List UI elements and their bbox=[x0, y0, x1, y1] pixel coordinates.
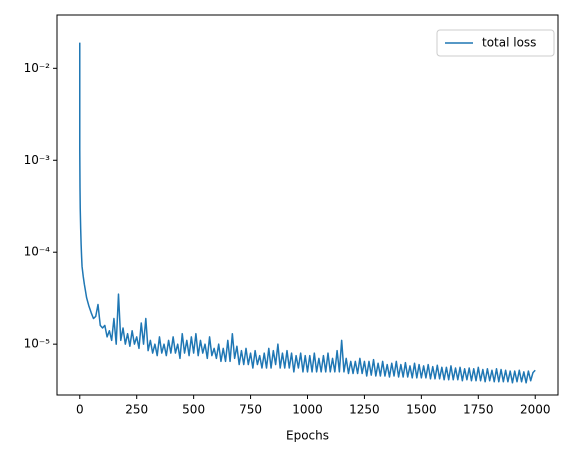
x-tick-label: 1000 bbox=[292, 403, 323, 417]
x-tick-label: 1250 bbox=[349, 403, 380, 417]
y-tick-label: 10⁻⁴ bbox=[24, 245, 51, 259]
plot-frame bbox=[56, 14, 559, 396]
legend-box bbox=[436, 29, 555, 57]
y-tick-label: 10⁻⁵ bbox=[24, 337, 51, 351]
x-tick-label: 1750 bbox=[463, 403, 494, 417]
x-axis-label: Epochs bbox=[286, 429, 329, 443]
y-tick-label: 10⁻³ bbox=[24, 153, 51, 167]
y-tick-label: 10⁻² bbox=[24, 61, 51, 75]
x-tick-label: 1500 bbox=[406, 403, 437, 417]
x-tick-label: 0 bbox=[76, 403, 84, 417]
x-tick-label: 750 bbox=[239, 403, 262, 417]
legend-label: total loss bbox=[482, 36, 536, 50]
line bbox=[79, 42, 536, 384]
x-tick-label: 500 bbox=[182, 403, 205, 417]
x-tick-label: 2000 bbox=[520, 403, 551, 417]
x-tick-label: 250 bbox=[125, 403, 148, 417]
